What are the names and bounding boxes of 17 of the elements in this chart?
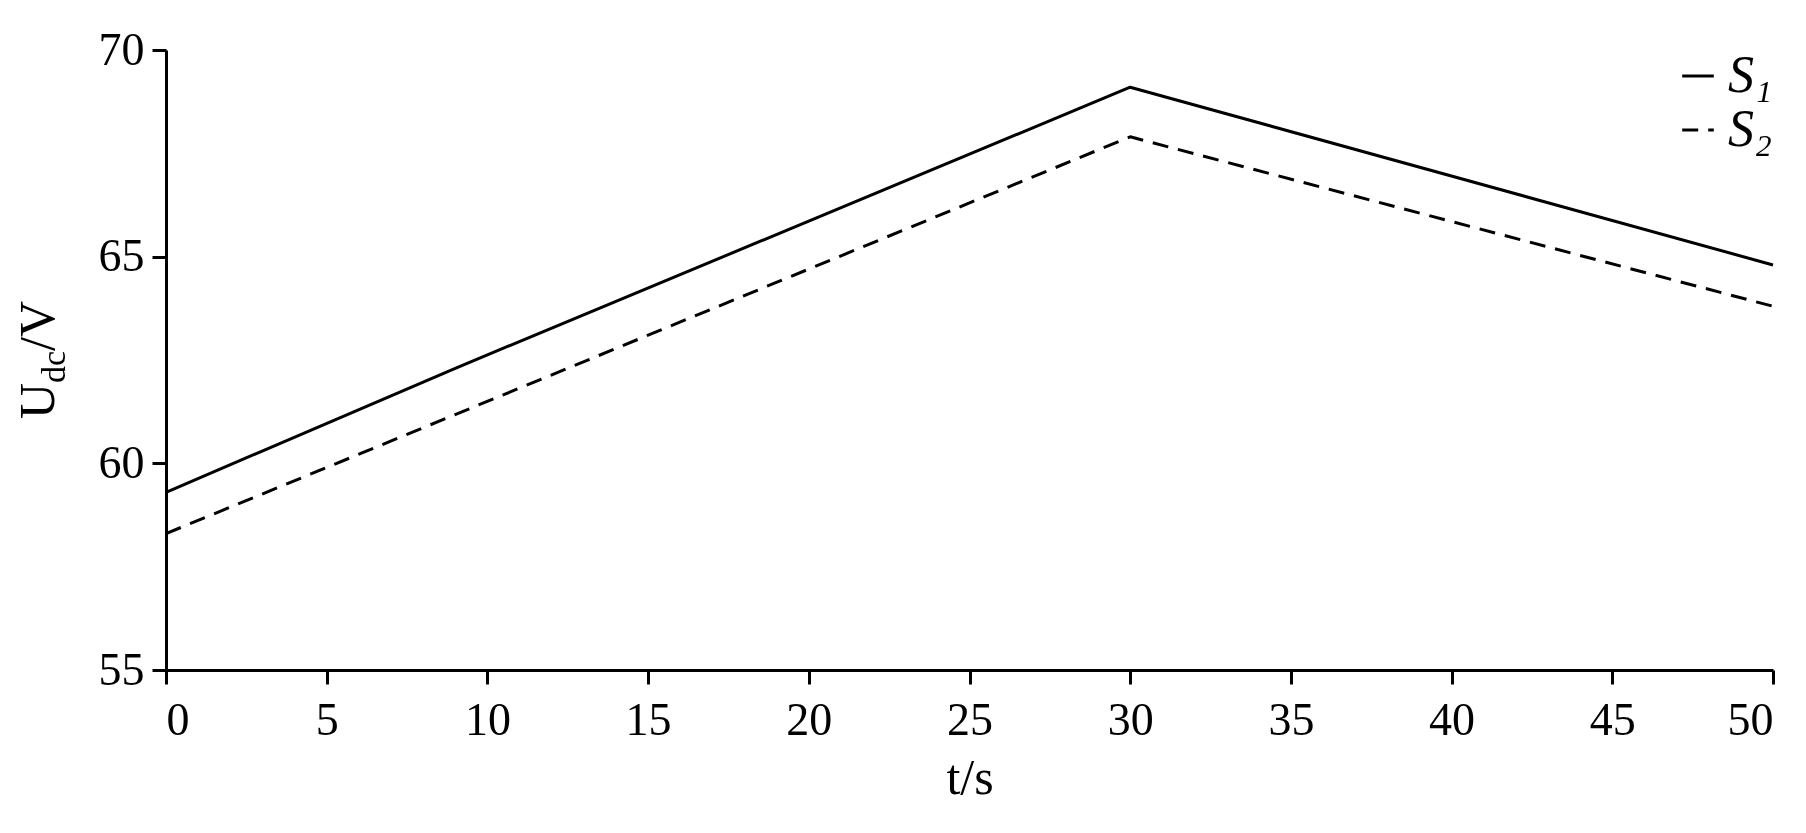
legend-label: S₁ [1728, 46, 1773, 103]
y-tick-label: 70 [98, 23, 145, 75]
x-tick-label: 40 [1429, 693, 1476, 745]
y-tick-label: 55 [98, 643, 145, 695]
x-tick-label: 5 [315, 693, 339, 745]
y-tick-label: 65 [98, 230, 145, 282]
x-tick-label: 30 [1107, 693, 1154, 745]
x-tick-label: 10 [464, 693, 511, 745]
x-tick-label: 20 [786, 693, 833, 745]
y-tick-label: 60 [98, 436, 145, 488]
x-tick-label: 50 [1727, 693, 1774, 745]
x-tick-label: 45 [1589, 693, 1636, 745]
x-axis-title: t/s [946, 748, 994, 805]
x-tick-label: 0 [166, 693, 190, 745]
x-tick-label: 25 [947, 693, 993, 745]
x-tick-label: 15 [625, 693, 672, 745]
x-tick-label: 35 [1268, 693, 1315, 745]
